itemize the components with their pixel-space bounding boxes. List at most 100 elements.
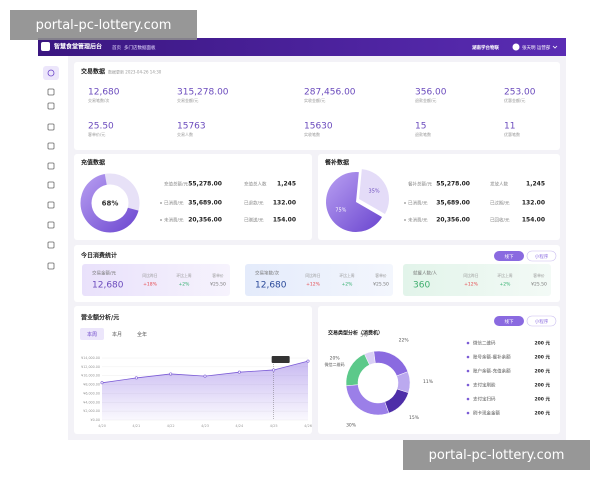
stat-value: 15630	[304, 122, 333, 132]
box-value: 12,680	[92, 281, 124, 291]
row-label: 已消费/元	[408, 200, 428, 207]
donut-annotation: 微信二维码	[325, 361, 345, 367]
line-point	[100, 381, 104, 385]
legend-dot	[466, 383, 470, 387]
breadcrumb: 首页	[112, 44, 121, 51]
stat-box	[245, 264, 393, 296]
box-label: 交易金额/元	[92, 270, 117, 277]
row-label: 未消费/元	[408, 217, 428, 224]
row-label: 发放人数	[490, 181, 508, 188]
line-point	[203, 374, 207, 378]
watermark-box	[403, 440, 590, 470]
box-stat-value: ¥25.50	[210, 282, 226, 288]
bullet	[404, 219, 406, 221]
watermark: portal-pc-lottery.com	[429, 448, 565, 463]
box-stat-value: +2%	[179, 282, 191, 288]
donut-label: 30%	[346, 423, 357, 429]
nav-icon[interactable]	[47, 69, 55, 77]
nav-active[interactable]	[43, 66, 59, 80]
user-menu-caret[interactable]	[552, 45, 558, 49]
nav-icon[interactable]	[47, 88, 55, 96]
nav-icon[interactable]	[47, 123, 55, 131]
row-label: 已消费/元	[164, 200, 184, 207]
nav-icon[interactable]	[47, 241, 55, 249]
line-point	[306, 359, 310, 363]
legend-amount: 200 元	[535, 410, 551, 417]
row-value: 20,356.00	[436, 217, 470, 224]
button-offline[interactable]	[494, 251, 524, 261]
card-title: 今日消费统计	[80, 252, 117, 260]
nav-icon[interactable]	[47, 201, 55, 209]
legend-dot	[466, 397, 470, 401]
stat-label: 优惠笔数	[504, 131, 520, 137]
x-tick-label: 4/23	[201, 424, 209, 428]
x-tick-label: 4/26	[304, 424, 312, 428]
row-value: 1,245	[526, 181, 545, 188]
legend-amount: 200 元	[535, 340, 551, 347]
row-label: 已退款/元	[244, 200, 264, 207]
stat-value: 287,456.00	[304, 88, 356, 98]
row-label: 已回收/元	[490, 217, 510, 224]
button-label: 线下	[505, 253, 514, 260]
nav-icon[interactable]	[47, 181, 55, 189]
nav-icon[interactable]	[47, 221, 55, 229]
row-value: 154.00	[522, 217, 545, 224]
app-title: 智慧食堂管理后台	[54, 43, 102, 51]
legend-dot	[466, 341, 470, 345]
y-tick-label: ¥8,000.00	[83, 383, 100, 387]
tab-active[interactable]	[80, 328, 104, 340]
organization: 湖南学台物联	[472, 44, 499, 51]
nav-icon[interactable]	[47, 262, 55, 270]
box-stat-label: 客单价	[212, 273, 224, 278]
box-stat-value: +12%	[306, 282, 320, 288]
stat-label: 客单价/元	[88, 131, 105, 137]
stat-value: 15763	[177, 122, 206, 132]
box-stat-value: +2%	[500, 282, 512, 288]
bullet	[160, 219, 162, 221]
row-label: 已赠送/元	[244, 217, 264, 224]
x-tick-label: 4/21	[132, 424, 140, 428]
breadcrumb: 多门店数据面板	[124, 44, 156, 51]
card-title: 充值数据	[81, 159, 105, 167]
nav-icon[interactable]	[47, 102, 55, 110]
stat-value: 12,680	[88, 88, 120, 98]
nav-icon[interactable]	[47, 162, 55, 170]
donut-label: 68%	[102, 200, 119, 208]
tab: 本周	[87, 331, 97, 338]
button-label: 小程序	[535, 318, 549, 325]
box-stat-value: ¥25.50	[531, 282, 547, 288]
top-bar	[38, 38, 566, 56]
row-label: 未消费/元	[164, 217, 184, 224]
stat-value: 11	[504, 122, 515, 132]
update-time: 数据更新 2023-04-26 14:30	[108, 69, 162, 75]
x-tick-label: 4/20	[98, 424, 106, 428]
tab: 本月	[112, 331, 122, 338]
pie-slice	[326, 172, 382, 232]
nav-icon[interactable]	[47, 142, 55, 150]
donut-label: 11%	[423, 379, 434, 385]
stat-label: 退款笔数	[415, 131, 431, 137]
box-stat-label: 环比上周	[339, 273, 354, 278]
row-value: 1,245	[277, 181, 296, 188]
user-avatar[interactable]	[512, 43, 520, 51]
row-value: 55,278.00	[188, 181, 222, 188]
x-tick-label: 4/22	[167, 424, 175, 428]
row-label: 充值总人数	[244, 181, 267, 188]
box-stat-value: +2%	[342, 282, 354, 288]
box-stat-value: +12%	[464, 282, 478, 288]
legend-dot	[466, 411, 470, 415]
stat-value: 15	[415, 122, 426, 132]
donut-label: 20%	[330, 356, 341, 362]
button-miniapp[interactable]	[526, 315, 557, 327]
row-value: 132.00	[273, 200, 296, 207]
stat-label: 交易人数	[177, 131, 193, 137]
button-offline[interactable]	[494, 316, 524, 326]
donut-segment	[80, 173, 139, 233]
button-miniapp[interactable]	[526, 250, 557, 262]
row-value: 154.00	[273, 217, 296, 224]
donut-label: 15%	[409, 415, 420, 421]
x-tick-label: 4/24	[235, 424, 244, 428]
legend-amount: 200 元	[535, 396, 551, 403]
stat-label: 交易笔数/次	[88, 97, 109, 103]
